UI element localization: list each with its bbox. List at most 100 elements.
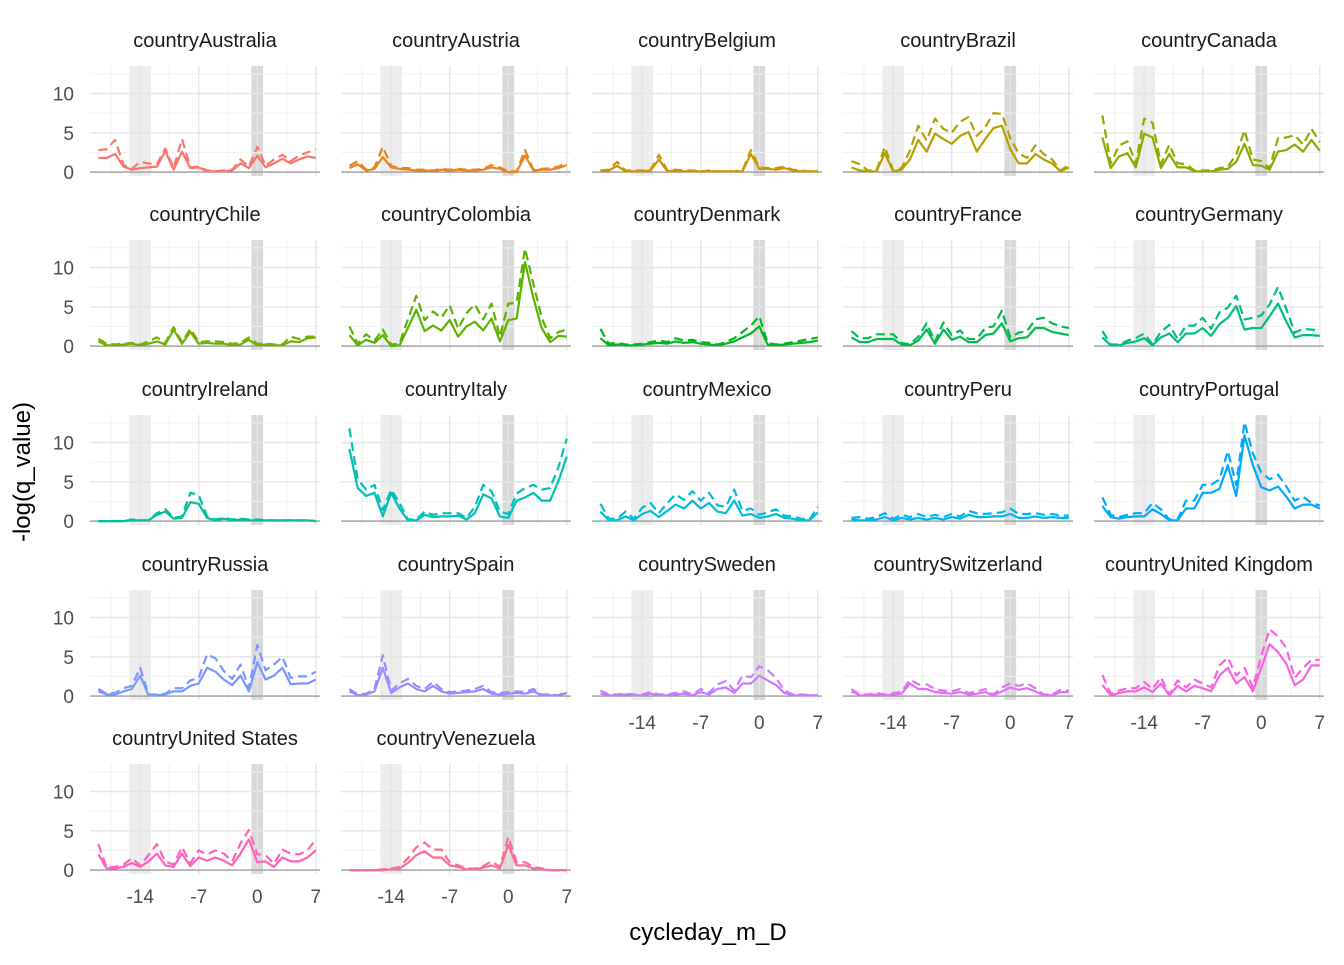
facet-title: countryGermany bbox=[1135, 204, 1283, 226]
panel-countryireland: countryIreland 0 5 10 bbox=[53, 379, 320, 533]
facet-title: countryPortugal bbox=[1139, 379, 1279, 401]
series-line-dashed bbox=[97, 326, 316, 346]
x-tick-label: 0 bbox=[252, 887, 263, 908]
series-line-solid bbox=[1101, 302, 1320, 347]
series-line-solid bbox=[1101, 434, 1321, 522]
series-line-dashed bbox=[348, 247, 568, 346]
series-line-solid bbox=[98, 661, 317, 697]
panel-countrybrazil: countryBrazil bbox=[843, 30, 1073, 176]
series-line-solid bbox=[1101, 132, 1321, 173]
panel-countrycolombia: countryColombia bbox=[341, 204, 571, 350]
y-tick-label: 10 bbox=[53, 783, 74, 804]
series-line-dashed bbox=[851, 111, 1070, 172]
x-tick-label: -14 bbox=[377, 887, 405, 908]
series-line-dashed bbox=[1101, 421, 1321, 521]
series-line-dashed bbox=[97, 643, 317, 696]
y-tick-label: 0 bbox=[63, 163, 74, 184]
series-line-solid bbox=[98, 149, 316, 173]
panel-countryrussia: countryRussia 0 5 10 bbox=[53, 554, 320, 708]
facet-title: countryChile bbox=[149, 204, 260, 226]
facet-title: countryVenezuela bbox=[376, 728, 536, 750]
panel-countrymexico: countryMexico bbox=[592, 379, 822, 525]
x-tick-label: 7 bbox=[1315, 713, 1326, 734]
x-tick-label: -14 bbox=[126, 887, 154, 908]
y-tick-label: 5 bbox=[63, 648, 74, 669]
y-tick-label: 5 bbox=[63, 298, 74, 319]
x-tick-label: -14 bbox=[1130, 713, 1158, 734]
y-tick-label: 10 bbox=[53, 85, 74, 106]
panel-countryunited-states: countryUnited States 0 5 10 -14 -7 0 7 bbox=[53, 728, 321, 908]
facet-title: countryIreland bbox=[142, 379, 269, 401]
series-line-solid bbox=[599, 325, 818, 347]
facet-title: countryUnited Kingdom bbox=[1105, 554, 1313, 576]
panel-countrychile: countryChile 0 5 10 bbox=[53, 204, 320, 358]
series-line-solid bbox=[1101, 643, 1320, 697]
y-tick-label: 10 bbox=[53, 259, 74, 280]
y-tick-label: 0 bbox=[63, 337, 74, 358]
x-tick-label: 0 bbox=[503, 887, 514, 908]
y-tick-label: 0 bbox=[63, 861, 74, 882]
series-line-solid bbox=[98, 501, 316, 523]
panel-countryitaly: countryItaly bbox=[341, 379, 571, 525]
series-line-solid bbox=[850, 682, 1069, 697]
x-tick-label: -7 bbox=[692, 713, 709, 734]
panel-countryunited-kingdom: countryUnited Kingdom -14 -7 0 7 bbox=[1094, 554, 1325, 734]
series-line-dashed bbox=[599, 665, 818, 697]
facet-title: countryCanada bbox=[1141, 30, 1278, 52]
panel-countryaustria: countryAustria bbox=[341, 30, 571, 176]
series-line-solid bbox=[599, 499, 819, 522]
series-line-dashed bbox=[97, 828, 317, 869]
facet-title: countrySweden bbox=[638, 554, 776, 576]
series-line-solid bbox=[348, 154, 568, 174]
facet-title: countryItaly bbox=[405, 379, 507, 401]
series-line-solid bbox=[600, 152, 818, 173]
x-tick-label: -14 bbox=[879, 713, 907, 734]
x-tick-label: -7 bbox=[190, 887, 207, 908]
series-line-dashed bbox=[851, 507, 1069, 520]
series-line-solid bbox=[348, 666, 568, 697]
series-line-solid bbox=[97, 838, 317, 870]
series-line-dashed bbox=[1101, 115, 1321, 172]
x-tick-label: 7 bbox=[562, 887, 573, 908]
series-line-solid bbox=[851, 124, 1070, 173]
panel-countryfrance: countryFrance bbox=[843, 204, 1073, 350]
panel-countrybelgium: countryBelgium bbox=[592, 30, 822, 176]
facet-title: countrySwitzerland bbox=[874, 554, 1043, 576]
facet-title: countryPeru bbox=[904, 379, 1012, 401]
facet-title: countryBrazil bbox=[900, 30, 1016, 52]
x-tick-label: 0 bbox=[754, 713, 765, 734]
panel-countryaustralia: countryAustralia 0 5 10 bbox=[53, 30, 320, 184]
y-axis-title: -log(q_value) bbox=[9, 402, 36, 542]
x-tick-label: -14 bbox=[628, 713, 656, 734]
facet-title: countryAustralia bbox=[133, 30, 277, 52]
facet-title: countryBelgium bbox=[638, 30, 776, 52]
x-tick-label: -7 bbox=[943, 713, 960, 734]
panel-countryvenezuela: countryVenezuela -14 -7 0 7 bbox=[341, 728, 572, 908]
panel-countrysweden: countrySweden -14 -7 0 7 bbox=[592, 554, 823, 734]
series-line-dashed bbox=[1101, 628, 1320, 696]
y-tick-label: 5 bbox=[63, 473, 74, 494]
series-line-dashed bbox=[348, 428, 568, 521]
x-tick-label: 7 bbox=[1064, 713, 1075, 734]
facet-title: countryFrance bbox=[894, 204, 1022, 226]
y-tick-label: 0 bbox=[63, 687, 74, 708]
series-line-solid bbox=[850, 322, 1070, 347]
x-tick-label: 7 bbox=[813, 713, 824, 734]
series-line-solid bbox=[851, 512, 1069, 522]
series-line-dashed bbox=[599, 488, 819, 521]
y-tick-label: 10 bbox=[53, 434, 74, 455]
panel-countrydenmark: countryDenmark bbox=[592, 204, 822, 350]
y-tick-label: 10 bbox=[53, 609, 74, 630]
x-tick-label: 0 bbox=[1005, 713, 1016, 734]
x-tick-label: 7 bbox=[311, 887, 322, 908]
panel-countryportugal: countryPortugal bbox=[1094, 379, 1324, 525]
series-line-dashed bbox=[850, 678, 1069, 696]
facet-title: countryMexico bbox=[643, 379, 772, 401]
series-line-solid bbox=[348, 260, 567, 348]
x-tick-label: -7 bbox=[441, 887, 458, 908]
panel-countryswitzerland: countrySwitzerland -14 -7 0 7 bbox=[843, 554, 1074, 734]
x-tick-label: 0 bbox=[1256, 713, 1267, 734]
panel-countrycanada: countryCanada bbox=[1094, 30, 1324, 176]
